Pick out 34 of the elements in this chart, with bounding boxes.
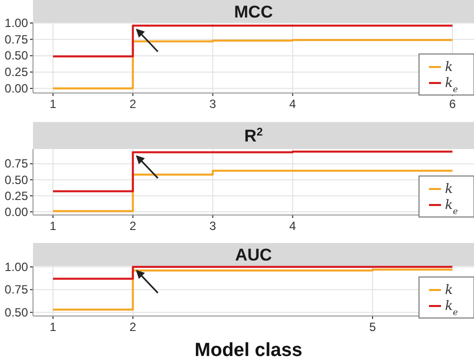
y-tick-label: 0.50: [4, 48, 28, 63]
chart-title: AUC: [235, 246, 272, 264]
legend-label: k: [445, 60, 453, 75]
legend-label: k: [445, 283, 453, 298]
x-tick-label: 3: [209, 97, 216, 111]
y-tick-label: 0.00: [4, 204, 28, 219]
x-tick-label: 6: [449, 97, 456, 111]
x-tick-label: 1: [50, 97, 57, 111]
x-tick-label: 1: [50, 320, 57, 334]
x-tick-label: 2: [130, 320, 137, 334]
legend-label: k$_{e}$: [445, 198, 458, 216]
chart-title: R$^{2}$: [244, 126, 263, 146]
y-tick-label: 0.00: [4, 81, 28, 96]
x-tick-label: 4: [289, 97, 296, 111]
x-axis-title: Model class: [194, 340, 302, 359]
y-tick-label: 0.75: [4, 156, 28, 171]
legend-label: k$_{e}$: [445, 299, 458, 317]
y-tick-label: 0.50: [4, 305, 28, 320]
y-tick-label: 0.75: [4, 32, 28, 46]
x-tick-label: 1: [50, 219, 57, 233]
x-tick-label: 2: [130, 97, 137, 111]
legend-label: k$_{e}$: [445, 76, 458, 94]
legend-label: k: [445, 182, 453, 197]
x-tick-label: 3: [209, 219, 216, 233]
y-tick-label: 1.00: [4, 16, 28, 30]
y-tick-label: 1.00: [4, 260, 28, 274]
x-tick-label: 5: [369, 320, 376, 334]
y-tick-label: 0.75: [4, 282, 28, 297]
y-tick-label: 0.50: [4, 172, 28, 187]
x-tick-label: 4: [289, 219, 296, 233]
y-tick-label: 0.25: [4, 65, 28, 80]
chart-title: MCC: [234, 2, 273, 22]
y-tick-label: 0.25: [4, 188, 28, 203]
x-tick-label: 2: [130, 219, 137, 233]
